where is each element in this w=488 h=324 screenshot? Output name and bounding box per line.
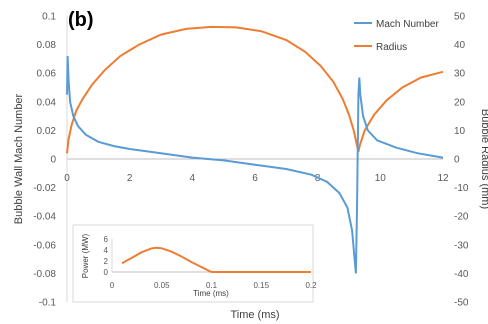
inset-x-tick-label: 0.15 [253, 281, 269, 290]
x-tick-label: 12 [437, 173, 449, 184]
inset-x-tick-label: 0.05 [154, 281, 170, 290]
y-left-tick-label: -0.02 [33, 183, 56, 194]
x-tick-label: 6 [252, 173, 258, 184]
panel-label: (b) [68, 9, 94, 31]
y-right-tick-label: 20 [454, 97, 466, 108]
y-left-tick-label: 0.04 [37, 97, 57, 108]
x-axis-title: Time (ms) [230, 309, 279, 321]
x-tick-label: 10 [375, 173, 387, 184]
y-right-tick-label: -30 [454, 240, 469, 251]
y-right-tick-labels: 50 40 30 20 10 0 -10 -20 -30 -40 -50 [454, 12, 469, 309]
y-right-tick-label: 30 [454, 69, 466, 80]
inset-y-tick-label: 4 [104, 246, 109, 255]
inset-x-tick-label: 0.2 [305, 281, 317, 290]
inset-x-tick-label: 0.1 [206, 281, 218, 290]
y-left-tick-label: -0.08 [33, 269, 56, 280]
y-right-tick-label: -10 [454, 183, 469, 194]
y-left-tick-label: 0.08 [37, 40, 57, 51]
y-left-axis-title: Bubble Wall Mach Number [13, 93, 25, 224]
y-left-tick-labels: 0.1 0.08 0.06 0.04 0.02 0 -0.02 -0.04 -0… [33, 12, 56, 309]
x-tick-label: 4 [190, 173, 196, 184]
inset-x-tick-label: 0 [110, 281, 115, 290]
legend-label-mach-number: Mach Number [376, 19, 439, 30]
y-left-tick-label: 0.1 [42, 12, 56, 23]
y-left-tick-label: 0.06 [37, 69, 57, 80]
y-right-tick-label: -20 [454, 212, 469, 223]
y-left-tick-label: -0.1 [39, 298, 57, 309]
legend: Mach Number Radius [354, 19, 439, 53]
y-right-axis-title: Bubble Radius (mm) [479, 109, 488, 209]
inset-x-axis-title: Time (ms) [193, 289, 229, 298]
series-mach-number-line [66, 55, 444, 274]
inset-y-tick-label: 6 [104, 235, 109, 244]
x-tick-labels: 0 2 4 6 8 10 12 [64, 173, 449, 184]
y-right-tick-label: 0 [454, 155, 460, 166]
y-right-tick-label: -40 [454, 269, 469, 280]
x-tick-label: 0 [64, 173, 70, 184]
y-left-tick-label: 0.02 [37, 126, 57, 137]
x-tick-label: 2 [127, 173, 133, 184]
y-right-tick-label: -50 [454, 298, 469, 309]
inset-chart: 6 4 2 0 0 0.05 0.1 0.15 0.2 Time (ms) Po… [72, 224, 317, 303]
inset-y-tick-label: 2 [104, 257, 109, 266]
y-right-tick-label: 40 [454, 40, 466, 51]
inset-y-tick-label: 0 [104, 268, 109, 277]
inset-y-axis-title: Power (MW) [81, 233, 90, 278]
inset-series-power-line [121, 246, 311, 273]
y-right-tick-label: 10 [454, 126, 466, 137]
y-right-tick-label: 50 [454, 12, 466, 23]
y-left-tick-label: 0 [50, 155, 56, 166]
y-left-tick-label: -0.06 [33, 240, 56, 251]
legend-label-radius: Radius [376, 42, 407, 53]
y-left-tick-label: -0.04 [33, 212, 56, 223]
